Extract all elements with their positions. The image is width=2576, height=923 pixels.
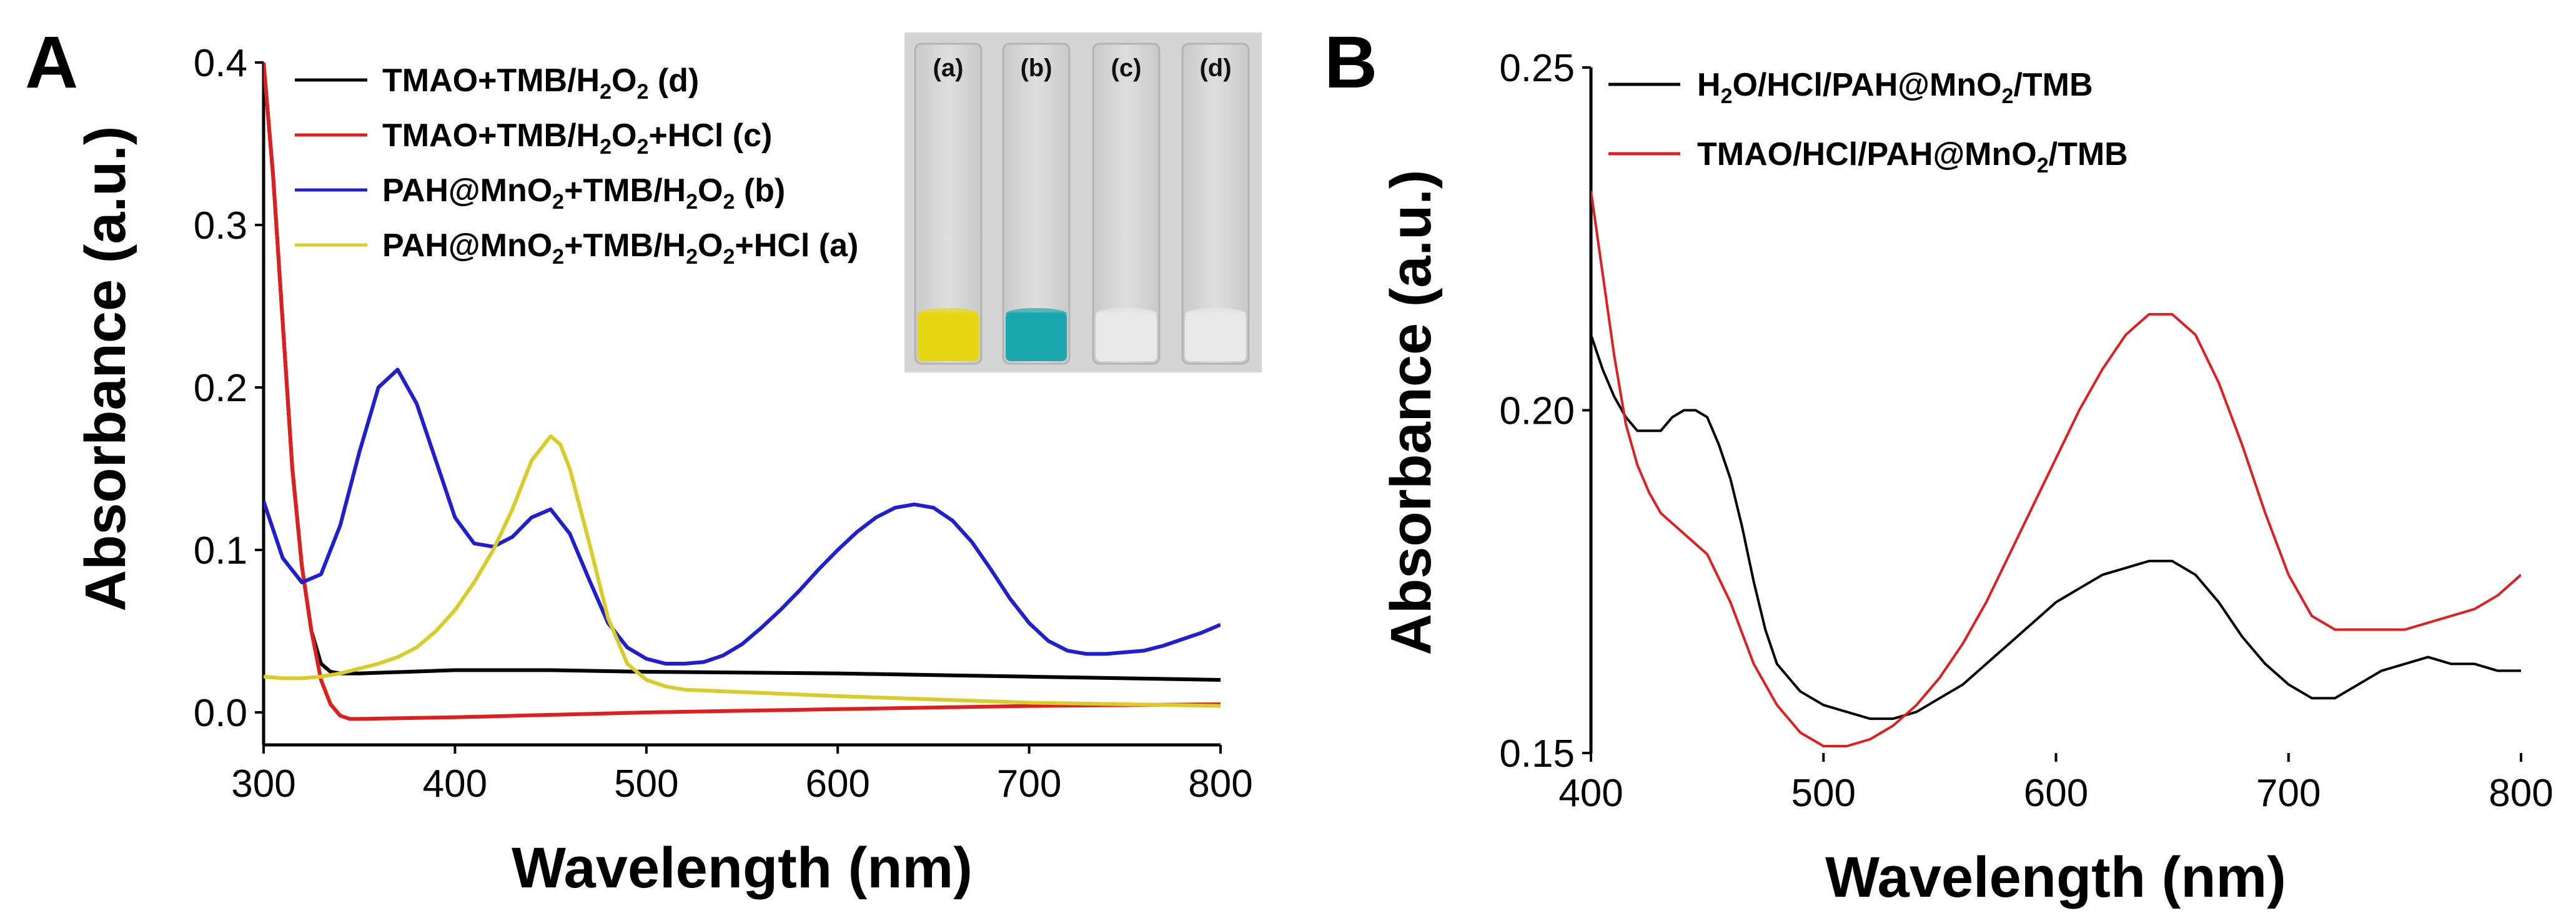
vial-meniscus (1096, 308, 1157, 319)
vial-glass (1092, 42, 1161, 365)
panel-a-legend: TMAO+TMB/H2O2 (d) TMAO+TMB/H2O2+HCl (c) PA… (295, 62, 858, 269)
vial-glass (1181, 42, 1250, 365)
panel-b-y-axis-title: Absorbance (a.u.) (1379, 169, 1443, 655)
vial-2: (b) (1002, 42, 1071, 365)
panel-a-legend-entry: TMAO+TMB/H2O2+HCl (c) (382, 117, 772, 159)
vial-solution (1006, 312, 1067, 361)
panel-a-x-tick-label: 600 (805, 762, 869, 806)
panel-a-y-tick-label: 0.2 (194, 367, 247, 410)
panel-b-legend-entry: H2O/HCl/PAH@MnO2/TMB (1697, 67, 2093, 108)
vial-glass (914, 42, 983, 365)
panel-b-x-tick-label: 700 (2256, 772, 2321, 815)
panel-b-x-tick-label: 500 (1791, 772, 1856, 815)
vial-meniscus (1006, 308, 1067, 319)
panel-b-series-line-1 (1591, 334, 2521, 721)
vial-label: (c) (1111, 54, 1142, 82)
panel-a-legend-entry: TMAO+TMB/H2O2 (d) (382, 62, 699, 104)
panel-a-x-tick-label: 800 (1188, 762, 1252, 806)
panel-b-label: B (1324, 21, 1377, 104)
panel-b-x-tick-label: 600 (2024, 772, 2088, 815)
vial-solution (1185, 312, 1246, 361)
panel-b-legend-entry: TMAO/HCl/PAH@MnO2/TMB (1697, 136, 2128, 177)
vial-glass (1002, 42, 1071, 365)
panel-a-x-tick-label: 500 (614, 762, 678, 806)
panel-a-legend-entry: PAH@MnO2+TMB/H2O2 (b) (382, 172, 785, 214)
vial-meniscus (918, 308, 979, 319)
vial-label: (a) (933, 54, 964, 82)
panel-a-y-tick-label: 0.1 (194, 529, 247, 572)
panel-b-legend: H2O/HCl/PAH@MnO2/TMB TMAO/HCl/PAH@MnO2/TM… (1608, 67, 2128, 177)
panel-a-series-line-4 (264, 434, 1221, 708)
vial-solution (918, 312, 979, 361)
panel-a: A 300 400 500 600 700 800 0.0 0.1 0.2 0.3 0.4 Wave… (25, 21, 1262, 900)
panel-b-y-tick-label: 0.20 (1499, 390, 1575, 433)
panel-a-label: A (25, 21, 78, 104)
panel-b-series-line-2 (1591, 191, 2521, 747)
vial-meniscus (1185, 308, 1246, 319)
panel-b-y-tick-label: 0.15 (1499, 732, 1575, 776)
panel-b-x-axis-title: Wavelength (nm) (1825, 846, 2286, 909)
panel-a-y-tick-label: 0.0 (194, 692, 247, 735)
panel-a-y-tick-label: 0.4 (194, 42, 247, 85)
panel-b-x-tick-label: 800 (2489, 772, 2553, 815)
panel-a-x-tick-label: 700 (997, 762, 1061, 806)
vial-solution (1096, 312, 1157, 361)
panel-b-y-tick-label: 0.25 (1499, 47, 1575, 90)
panel-a-legend-entry: PAH@MnO2+TMB/H2O2+HCl (a) (382, 227, 858, 269)
panel-a-series-line-2 (264, 62, 1221, 721)
panel-a-series-line-3 (264, 367, 1221, 666)
vial-4: (d) (1181, 42, 1250, 365)
vial-photo-inset: (a) (b) (c) (d) (904, 32, 1262, 372)
panel-a-y-axis-title: Absorbance (a.u.) (74, 126, 137, 611)
panel-b: B 400 500 600 700 800 0.15 0.20 0.25 Wavelength… (1324, 21, 2554, 909)
panel-a-x-axis-title: Wavelength (nm) (512, 836, 973, 900)
panel-a-x-tick-label: 400 (423, 762, 487, 806)
vial-label: (d) (1199, 54, 1231, 82)
vial-1: (a) (914, 42, 983, 365)
vial-label: (b) (1020, 54, 1052, 82)
vial-3: (c) (1092, 42, 1161, 365)
panel-a-x-tick-label: 300 (231, 762, 295, 806)
panel-b-x-tick-label: 400 (1558, 772, 1623, 815)
panel-a-y-tick-label: 0.3 (194, 204, 247, 247)
